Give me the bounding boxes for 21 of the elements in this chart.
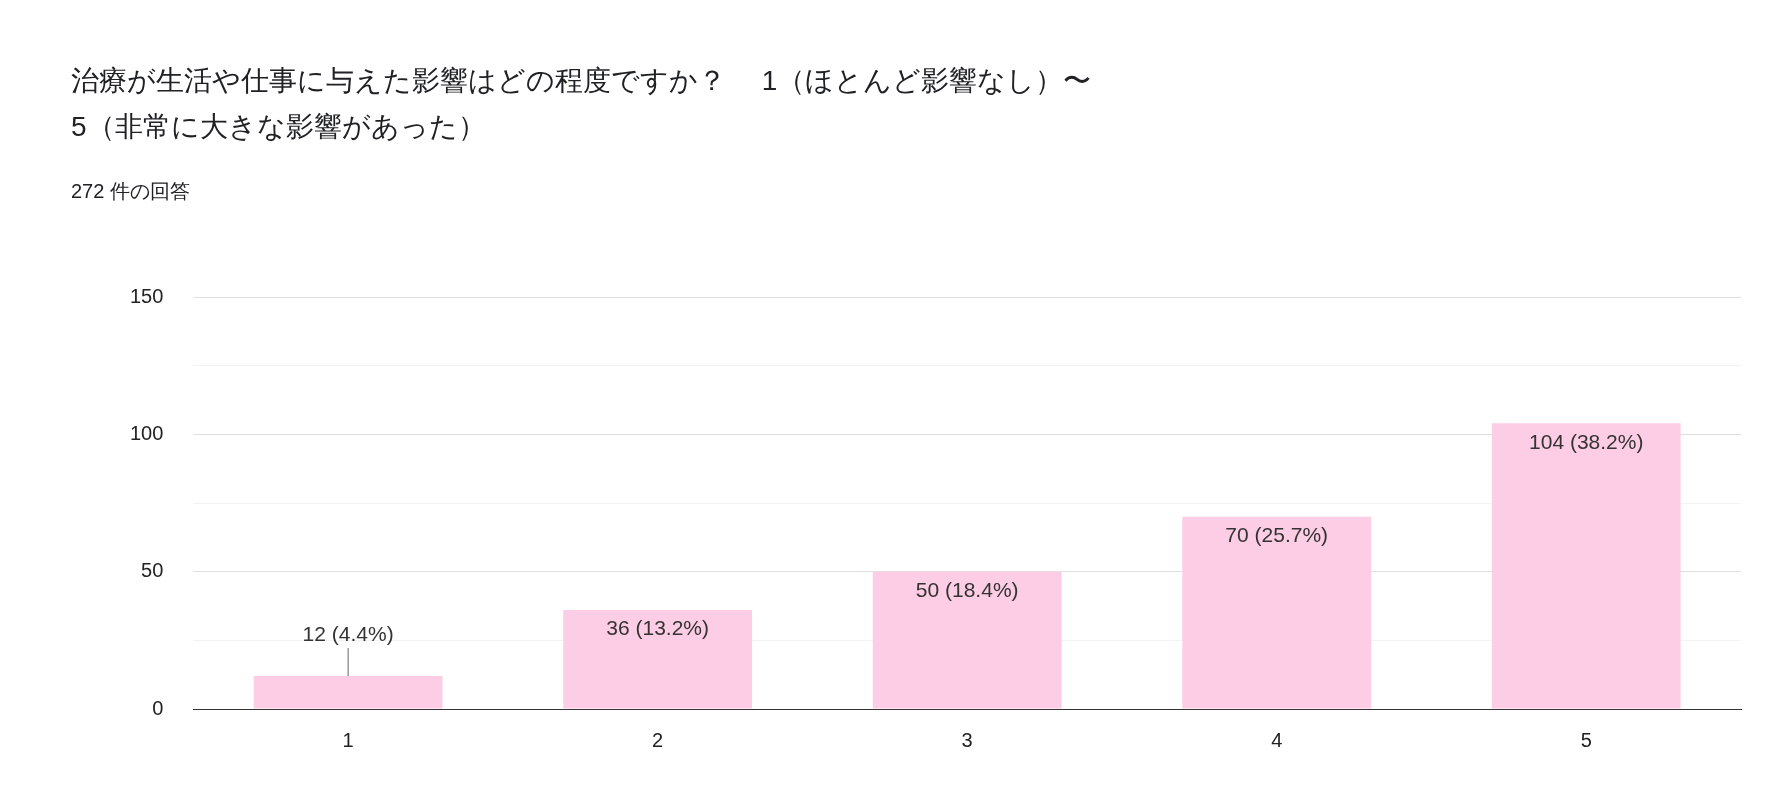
data-label: 50 (18.4%) [915,577,1019,601]
y-tick-label: 0 [152,696,164,719]
data-label: 12 (4.4%) [302,622,394,646]
data-label: 36 (13.2%) [606,616,710,640]
x-tick-label: 5 [1580,728,1592,751]
y-tick-label: 50 [141,559,164,582]
bar [1491,423,1681,709]
x-tick-label: 2 [652,728,664,751]
x-tick-label: 4 [1271,728,1283,751]
bar [253,676,443,709]
x-tick-label: 1 [342,728,354,751]
y-tick-label: 150 [129,284,164,307]
bar [872,571,1062,709]
data-label: 104 (38.2%) [1529,429,1644,453]
data-label: 70 (25.7%) [1225,523,1329,547]
x-tick-label: 3 [961,728,973,751]
bar [563,610,753,709]
chart-title: 治療が生活や仕事に与えた影響はどの程度ですか？ 1（ほとんど影響なし）〜 5（非常に大きな影響があった） [71,64,1092,144]
bar [1182,516,1372,709]
chart-subtitle: 272 件の回答 [71,179,190,204]
y-tick-label: 100 [129,421,164,444]
